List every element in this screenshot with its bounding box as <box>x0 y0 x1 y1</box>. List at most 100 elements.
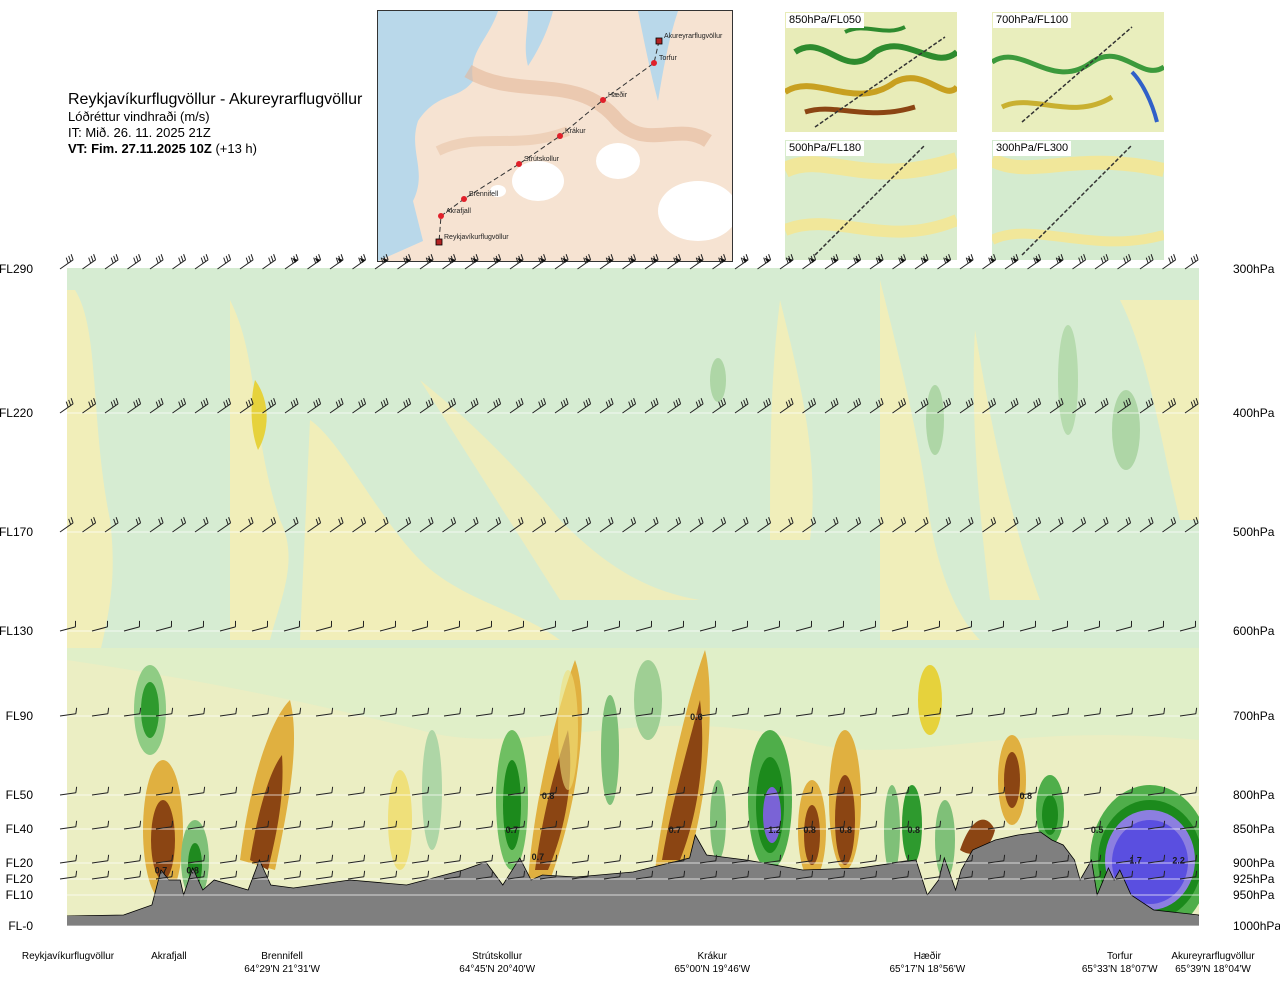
wind-barb <box>123 786 142 796</box>
wind-barb <box>1051 820 1070 830</box>
wind-barb <box>795 854 814 864</box>
thumbnail-700hpa-map <box>992 12 1164 132</box>
wind-barb <box>603 870 622 880</box>
wind-barb <box>603 786 622 796</box>
wind-barb <box>923 820 942 830</box>
wind-barb <box>187 786 206 796</box>
wind-barb <box>1094 516 1109 533</box>
wind-barb <box>892 516 907 533</box>
wind-barb <box>734 516 749 533</box>
wind-barb <box>539 854 558 864</box>
wind-barb <box>443 870 462 880</box>
wind-barb <box>149 253 164 270</box>
wind-barb <box>1019 870 1038 880</box>
route-point <box>655 37 663 45</box>
wind-barb <box>1049 397 1064 414</box>
wind-barb <box>554 516 569 533</box>
wind-barb <box>802 397 817 414</box>
wind-barb <box>824 516 839 533</box>
wind-barb <box>239 253 254 270</box>
thumbnail-300hpa[interactable]: 300hPa/FL300 <box>992 140 1164 260</box>
wind-barb <box>667 707 686 717</box>
wind-barb <box>1162 516 1177 533</box>
value-label: 0.5 <box>1091 825 1104 835</box>
route-point <box>435 238 443 246</box>
wind-barb <box>644 253 659 270</box>
wind-barb <box>262 516 277 533</box>
location-name: Reykjavíkurflugvöllur <box>22 951 115 962</box>
wind-barbs <box>59 253 1199 880</box>
wind-barb <box>283 854 302 864</box>
wind-barb <box>397 397 412 414</box>
wind-barb <box>635 786 654 796</box>
wind-barb <box>1117 516 1132 533</box>
thumbnail-850hpa[interactable]: 850hPa/FL050 <box>785 12 957 132</box>
wind-barb <box>827 854 846 864</box>
wind-barb <box>442 253 457 270</box>
wind-barb <box>1117 397 1132 414</box>
wind-barb <box>507 854 526 864</box>
wind-barb <box>284 516 299 533</box>
wind-barb <box>982 397 997 414</box>
thumbnail-700hpa[interactable]: 700hPa/FL100 <box>992 12 1164 132</box>
wind-barb <box>283 707 302 717</box>
wind-barb <box>347 854 366 864</box>
thumbnail-300hpa-map <box>992 140 1164 260</box>
wind-barb <box>689 397 704 414</box>
wind-barb <box>1117 253 1132 270</box>
wind-barb <box>239 397 254 414</box>
wind-barb <box>603 854 622 864</box>
wind-barb <box>315 854 334 864</box>
wind-barb <box>379 786 398 796</box>
wind-barb <box>622 253 637 270</box>
wind-barb <box>219 707 238 717</box>
value-label: 0.7 <box>506 825 519 835</box>
wind-barb <box>1115 620 1133 632</box>
wind-barb <box>172 516 187 533</box>
thumbnail-500hpa[interactable]: 500hPa/FL180 <box>785 140 957 260</box>
wind-barb <box>262 397 277 414</box>
wind-barb <box>347 786 366 796</box>
route-point <box>438 213 444 219</box>
wind-barb <box>982 516 997 533</box>
wind-barb <box>91 820 110 830</box>
wind-barb <box>603 820 622 830</box>
route-point-label: Akureyrarflugvöllur <box>664 33 723 40</box>
route-point <box>557 133 563 139</box>
wind-barb <box>635 870 654 880</box>
wind-barb <box>603 620 621 632</box>
flight-level-axis: FL290 FL220 FL170 FL130 FL90 FL50 FL40 FL20 FL20… <box>0 262 33 933</box>
location-name: Torfur <box>1107 951 1133 962</box>
wind-barb <box>667 854 686 864</box>
wind-barb <box>315 707 334 717</box>
wind-barb <box>251 786 270 796</box>
wind-barb <box>1094 397 1109 414</box>
route-point-label: Hæðir <box>608 91 628 99</box>
wind-barb <box>603 707 622 717</box>
wind-barb <box>251 620 269 632</box>
wind-barb <box>59 820 78 830</box>
value-label: 0.7 <box>669 825 682 835</box>
wind-barb <box>622 397 637 414</box>
wind-barb <box>1051 786 1070 796</box>
wind-barb <box>82 516 97 533</box>
wind-barb <box>802 253 817 270</box>
wind-barb <box>219 620 237 632</box>
value-label: 0.7 <box>532 852 545 862</box>
wind-barb <box>1162 253 1177 270</box>
wind-barb <box>123 854 142 864</box>
wind-barb <box>283 870 302 880</box>
wind-barb <box>1019 820 1038 830</box>
location-name: Strútskollur <box>472 951 523 962</box>
wind-barb <box>155 786 174 796</box>
wind-barb <box>959 397 974 414</box>
wind-barb <box>1051 707 1070 717</box>
wind-barb <box>347 620 365 632</box>
wind-barb <box>914 253 929 270</box>
location-name: Akureyrarflugvöllur <box>1171 951 1255 962</box>
wind-barb <box>1115 870 1134 880</box>
wind-barb <box>937 253 952 270</box>
route-point <box>651 60 657 66</box>
wind-barb <box>539 820 558 830</box>
